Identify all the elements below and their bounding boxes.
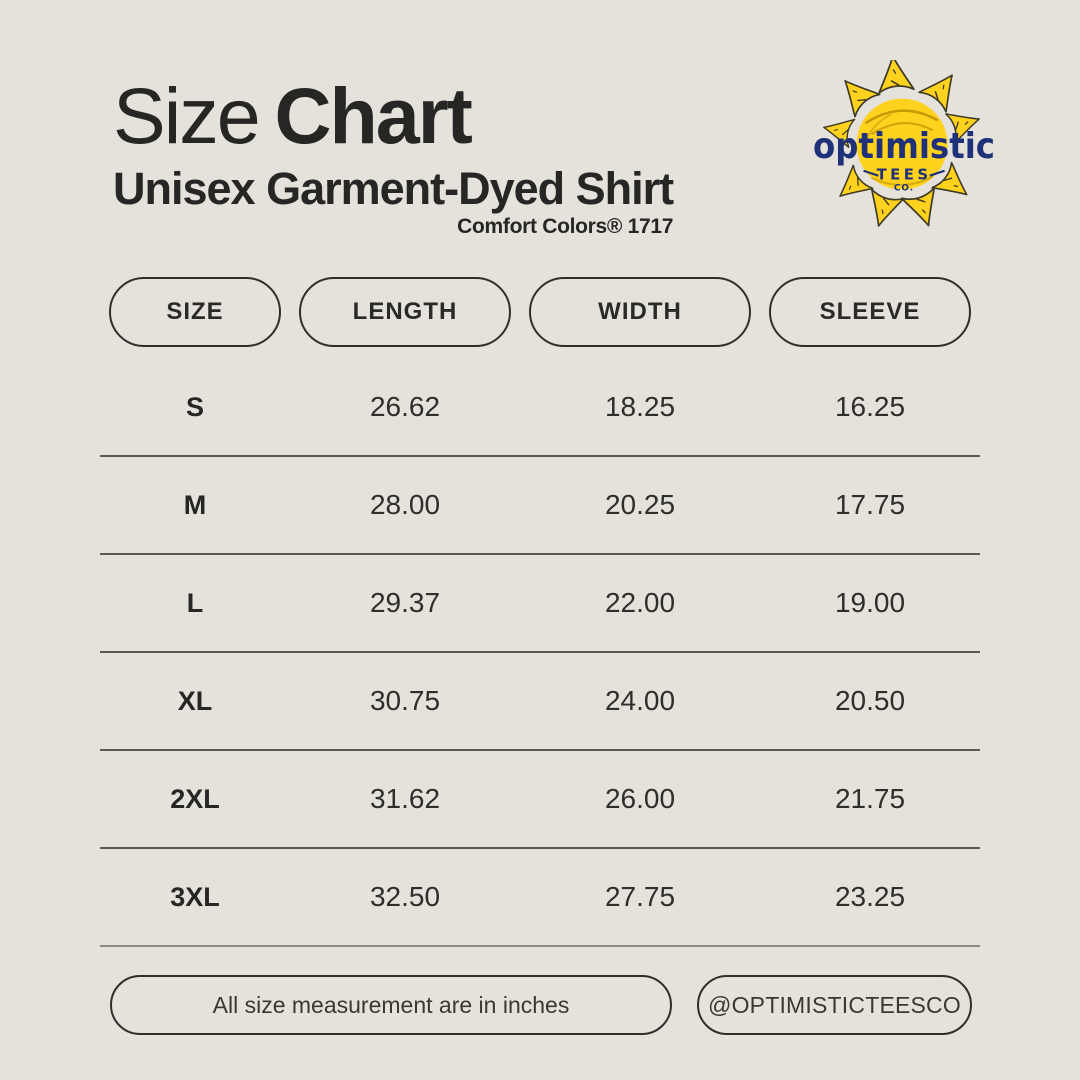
width-value: 26.00: [604, 783, 676, 814]
page-title-light: Size: [113, 71, 261, 160]
table-row-3xl: 3XL 32.50 27.75 23.25: [100, 849, 980, 947]
length-value: 29.37: [369, 587, 441, 618]
measurement-note-pill: All size measurement are in inches: [110, 975, 672, 1035]
size-label: L: [186, 587, 204, 618]
width-value: 24.00: [604, 685, 676, 716]
social-handle-pill: @OPTIMISTICTEESCO: [697, 975, 972, 1035]
sleeve-value: 19.00: [834, 587, 906, 618]
size-label: 2XL: [170, 783, 220, 814]
header-pill-sleeve: SLEEVE: [769, 277, 971, 347]
length-value: 30.75: [369, 685, 441, 716]
product-code: Comfort Colors® 1717: [457, 214, 674, 238]
header-pill-size: SIZE: [109, 277, 281, 347]
header-pill-width: WIDTH: [529, 277, 751, 347]
size-label: S: [185, 391, 204, 422]
footer: All size measurement are in inches @OPTI…: [110, 975, 972, 1035]
sleeve-value: 21.75: [834, 783, 906, 814]
size-table-body: S 26.62 18.25 16.25 M 28.00 20.25 17.75 …: [100, 359, 980, 947]
page-title: Size Chart: [113, 75, 673, 157]
table-row-xl: XL 30.75 24.00 20.50: [100, 653, 980, 751]
sleeve-value: 17.75: [834, 489, 906, 520]
size-label: XL: [177, 685, 213, 716]
width-value: 18.25: [604, 391, 676, 422]
width-value: 20.25: [604, 489, 676, 520]
page-title-bold: Chart: [274, 71, 472, 160]
table-row-m: M 28.00 20.25 17.75: [100, 457, 980, 555]
sleeve-value: 23.25: [834, 881, 906, 912]
logo-brand-text: optimistic: [813, 126, 995, 167]
length-value: 31.62: [369, 783, 441, 814]
length-value: 32.50: [369, 881, 441, 912]
optimistic-tees-sun-logo-icon: optimistic TEES CO.: [813, 60, 995, 232]
length-value: 26.62: [369, 391, 441, 422]
sleeve-value: 20.50: [834, 685, 906, 716]
header-pill-length: LENGTH: [299, 277, 511, 347]
logo-tees-text: TEES: [877, 167, 932, 184]
size-label: 3XL: [170, 881, 220, 912]
table-row-l: L 29.37 22.00 19.00: [100, 555, 980, 653]
title-block: Size Chart Unisex Garment-Dyed Shirt Comf…: [113, 75, 674, 239]
size-table-header: SIZE LENGTH WIDTH SLEEVE: [100, 277, 980, 347]
sleeve-value: 16.25: [834, 391, 906, 422]
logo-co-text: CO.: [894, 184, 914, 194]
table-row-s: S 26.62 18.25 16.25: [100, 359, 980, 457]
table-row-2xl: 2XL 31.62 26.00 21.75: [100, 751, 980, 849]
width-value: 22.00: [604, 587, 676, 618]
width-value: 27.75: [604, 881, 676, 912]
length-value: 28.00: [369, 489, 441, 520]
size-label: M: [183, 489, 207, 520]
product-subtitle: Unisex Garment-Dyed Shirt: [113, 162, 674, 214]
